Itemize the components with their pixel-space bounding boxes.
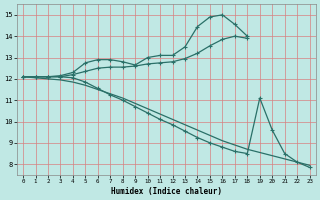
X-axis label: Humidex (Indice chaleur): Humidex (Indice chaleur) <box>111 187 222 196</box>
